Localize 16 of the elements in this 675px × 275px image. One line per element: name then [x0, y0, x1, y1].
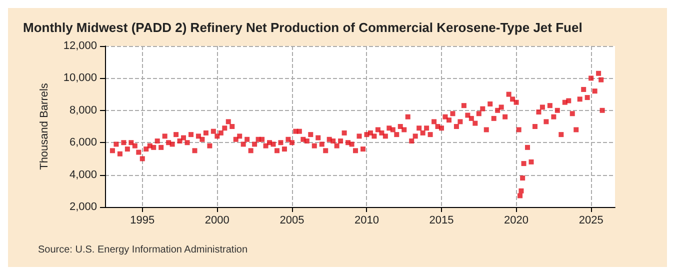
x-tick-label: 2005: [280, 214, 304, 226]
x-tick-label: 2025: [578, 214, 604, 226]
chart-title: Monthly Midwest (PADD 2) Refinery Net Production of Commercial Kerosene-Type Jet Fuel: [23, 20, 582, 35]
x-tick-label: 2010: [354, 214, 379, 226]
y-tick-label: 4,000: [69, 168, 97, 181]
y-axis-title: Thousand Barrels: [38, 82, 50, 170]
x-tick-label: 2000: [204, 214, 230, 226]
y-tick-label: 10,000: [63, 72, 97, 84]
y-tick-label: 2,000: [69, 201, 97, 213]
y-tick-label: 12,000: [63, 40, 97, 52]
x-tick-label: 2015: [429, 214, 454, 226]
x-tick-label: 1995: [130, 214, 155, 226]
source-note: Source: U.S. Energy Information Administration: [38, 244, 248, 256]
y-tick-label: 8,000: [69, 104, 97, 116]
y-tick-label: 6,000: [69, 136, 97, 149]
x-tick-label: 2020: [504, 214, 529, 226]
